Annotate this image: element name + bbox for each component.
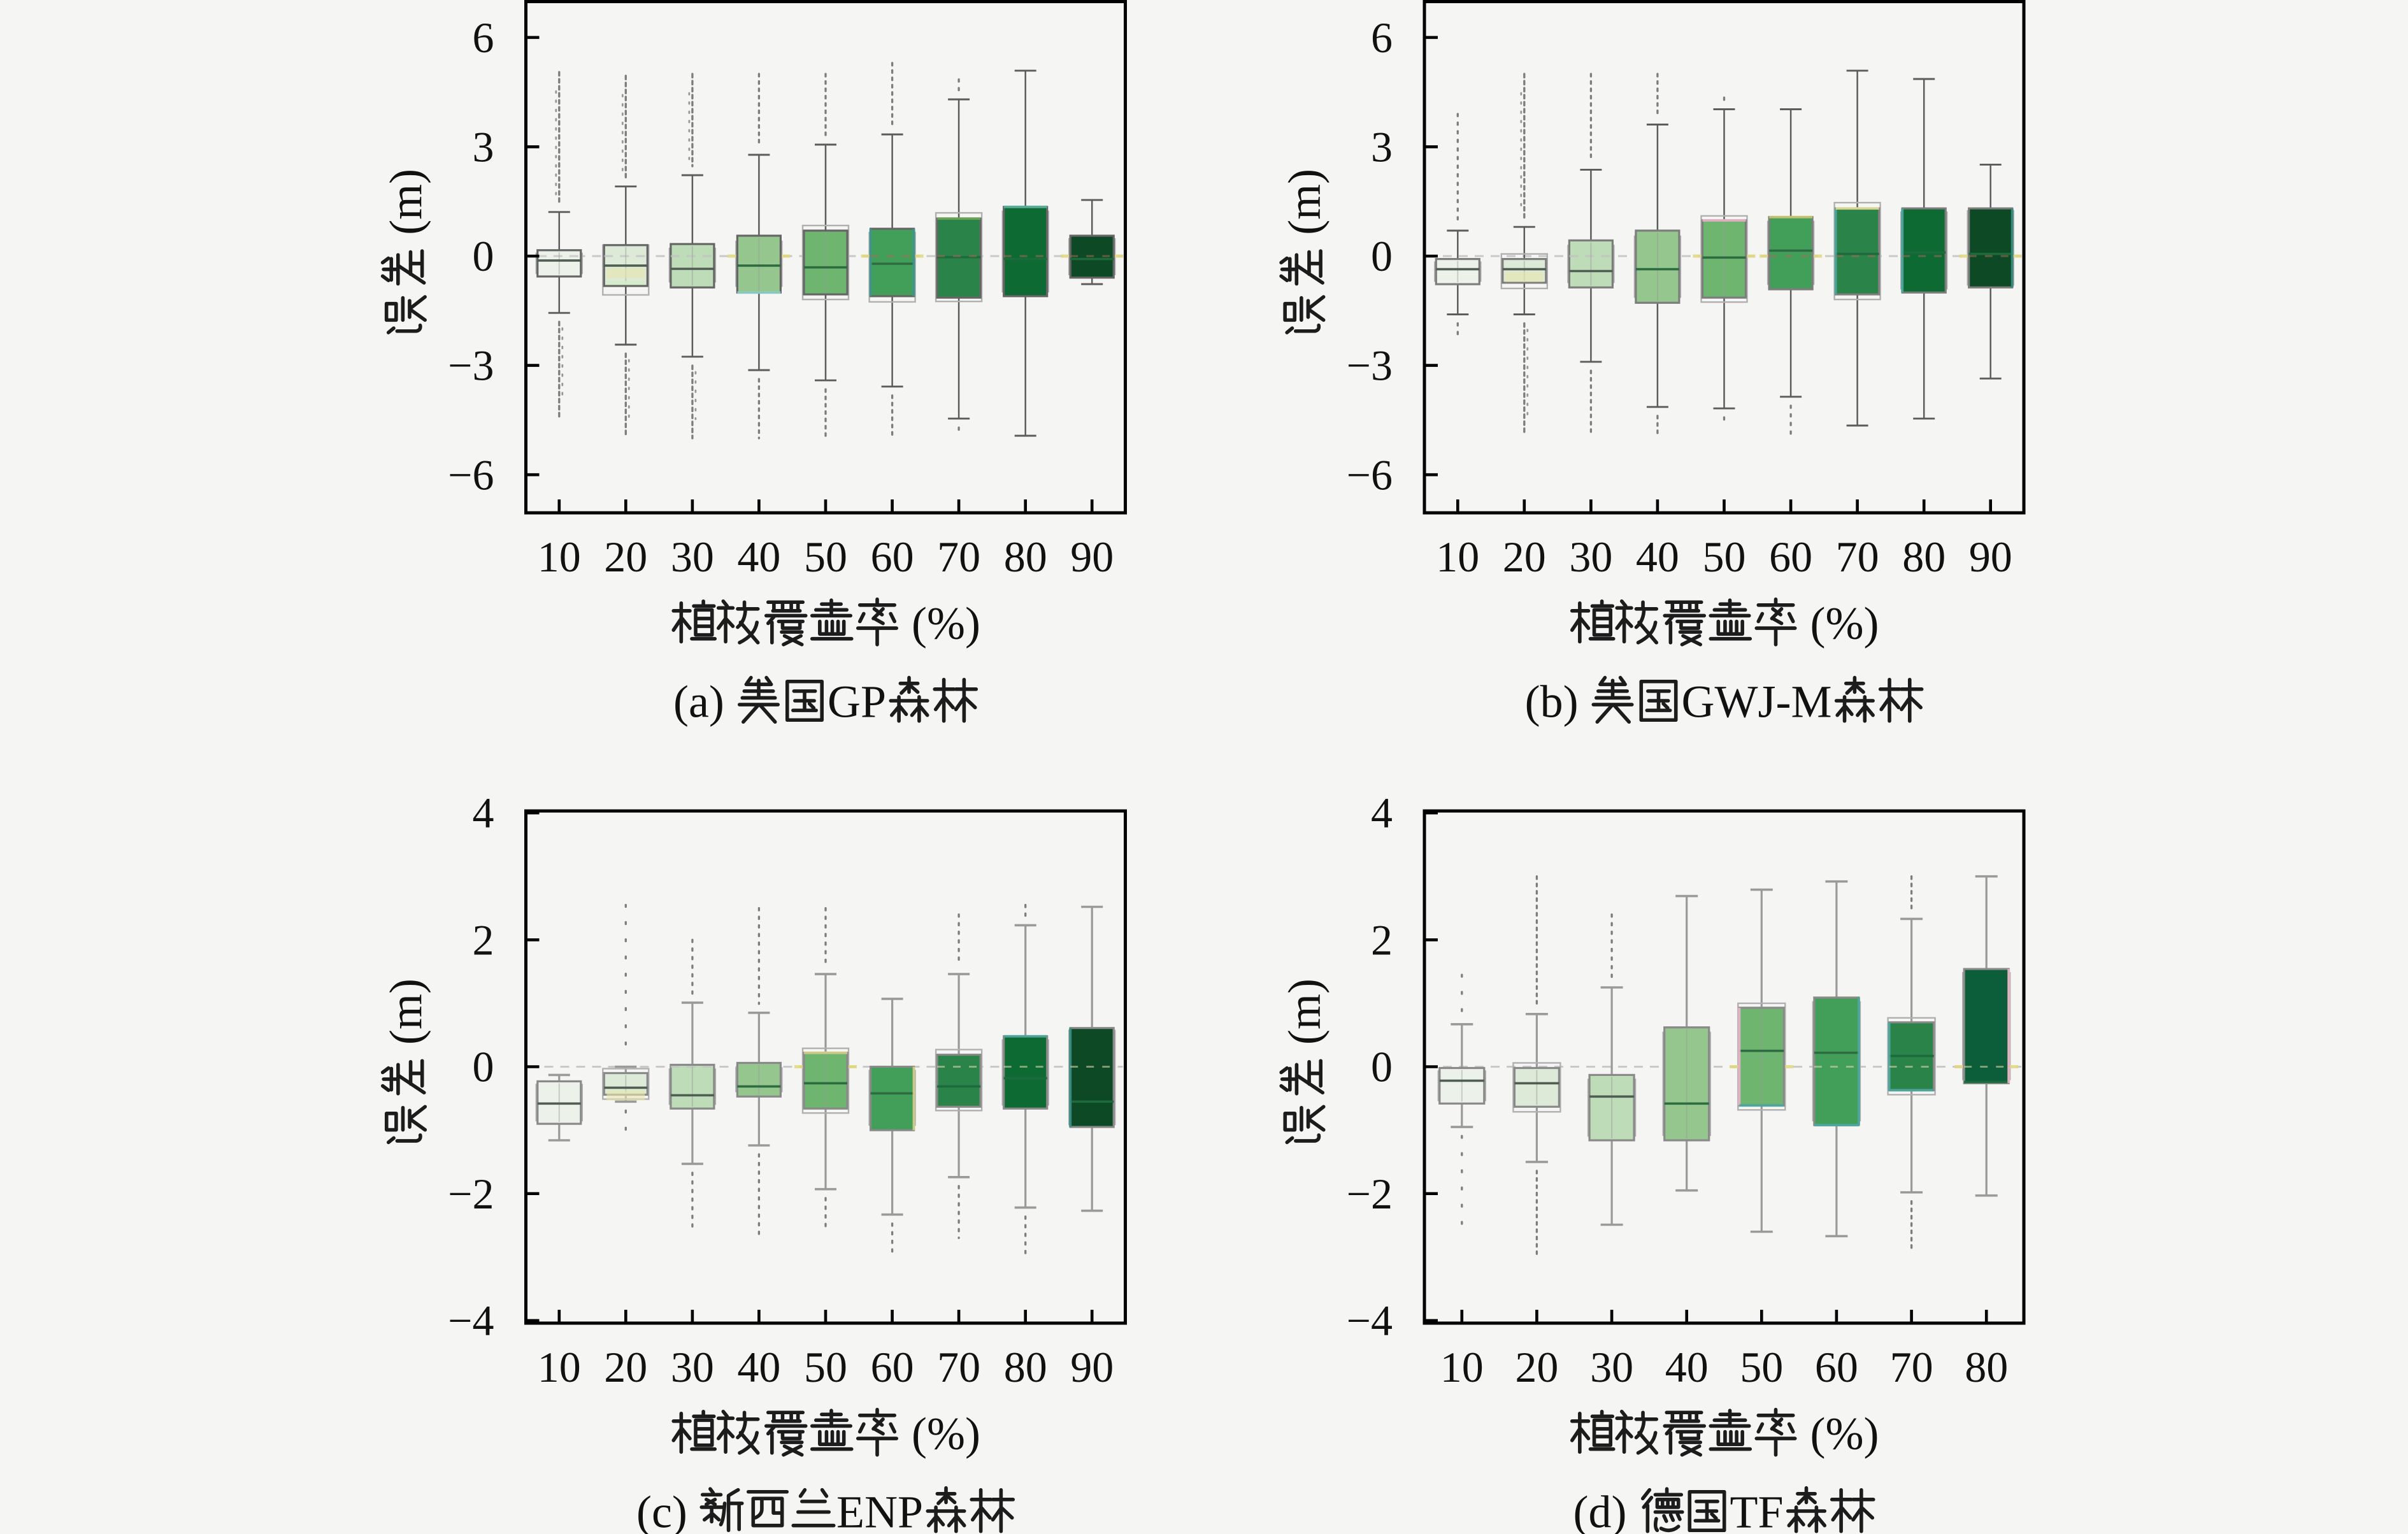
svg-text:10: 10 [1436, 533, 1479, 581]
svg-text:80: 80 [1004, 1343, 1047, 1391]
svg-text:10: 10 [538, 533, 581, 581]
svg-text:2: 2 [473, 915, 494, 964]
svg-text:(m): (m) [380, 169, 431, 247]
svg-text:(d): (d) [1573, 1486, 1638, 1534]
svg-text:40: 40 [1636, 533, 1679, 581]
svg-text:2: 2 [1371, 915, 1393, 964]
svg-text:50: 50 [1740, 1343, 1783, 1391]
svg-text:30: 30 [671, 533, 714, 581]
svg-text:50: 50 [804, 1343, 847, 1391]
svg-text:80: 80 [1902, 533, 1946, 581]
svg-text:3: 3 [473, 123, 494, 171]
svg-text:90: 90 [1969, 533, 2012, 581]
svg-text:30: 30 [1590, 1343, 1633, 1391]
svg-text:10: 10 [1440, 1343, 1484, 1391]
svg-text:60: 60 [871, 1343, 914, 1391]
svg-text:(%): (%) [900, 1408, 980, 1459]
svg-text:(m): (m) [1279, 978, 1329, 1056]
svg-text:90: 90 [1070, 533, 1114, 581]
svg-text:−4: −4 [1347, 1296, 1393, 1345]
svg-text:−4: −4 [448, 1296, 494, 1345]
svg-text:20: 20 [604, 1343, 647, 1391]
svg-text:20: 20 [604, 533, 647, 581]
svg-text:70: 70 [937, 1343, 980, 1391]
svg-text:4: 4 [1371, 789, 1393, 837]
svg-text:(a): (a) [673, 676, 736, 727]
svg-text:(m): (m) [380, 978, 431, 1056]
svg-text:60: 60 [1815, 1343, 1858, 1391]
svg-text:30: 30 [671, 1343, 714, 1391]
svg-text:6: 6 [1371, 13, 1393, 62]
svg-text:80: 80 [1965, 1343, 2008, 1391]
svg-text:30: 30 [1569, 533, 1612, 581]
svg-text:(m): (m) [1279, 169, 1329, 247]
svg-text:50: 50 [804, 533, 847, 581]
svg-text:ENP: ENP [836, 1486, 923, 1534]
svg-text:80: 80 [1004, 533, 1047, 581]
svg-text:(b): (b) [1525, 676, 1590, 727]
svg-text:−2: −2 [448, 1170, 494, 1218]
svg-text:20: 20 [1503, 533, 1546, 581]
svg-text:−6: −6 [448, 450, 494, 499]
svg-text:40: 40 [737, 533, 780, 581]
svg-text:0: 0 [473, 232, 494, 280]
svg-text:70: 70 [1836, 533, 1879, 581]
svg-text:(c): (c) [636, 1486, 699, 1534]
svg-text:4: 4 [473, 789, 494, 837]
svg-text:60: 60 [871, 533, 914, 581]
svg-text:0: 0 [473, 1043, 494, 1091]
svg-text:6: 6 [473, 13, 494, 62]
svg-text:60: 60 [1769, 533, 1812, 581]
svg-text:40: 40 [1665, 1343, 1709, 1391]
svg-text:0: 0 [1371, 1043, 1393, 1091]
svg-text:40: 40 [737, 1343, 780, 1391]
svg-text:−3: −3 [1347, 341, 1393, 390]
svg-text:90: 90 [1070, 1343, 1114, 1391]
svg-text:−2: −2 [1347, 1170, 1393, 1218]
svg-text:3: 3 [1371, 123, 1393, 171]
svg-text:(%): (%) [900, 598, 980, 649]
svg-text:0: 0 [1371, 232, 1393, 280]
svg-text:−3: −3 [448, 341, 494, 390]
svg-text:70: 70 [1890, 1343, 1933, 1391]
svg-text:50: 50 [1703, 533, 1746, 581]
svg-text:TF: TF [1730, 1486, 1784, 1534]
svg-text:GWJ-M: GWJ-M [1682, 676, 1832, 727]
svg-text:GP: GP [828, 676, 886, 727]
svg-text:70: 70 [937, 533, 980, 581]
svg-text:10: 10 [538, 1343, 581, 1391]
svg-text:−6: −6 [1347, 450, 1393, 499]
svg-text:20: 20 [1515, 1343, 1558, 1391]
svg-text:(%): (%) [1799, 1408, 1879, 1459]
svg-text:(%): (%) [1799, 598, 1879, 649]
